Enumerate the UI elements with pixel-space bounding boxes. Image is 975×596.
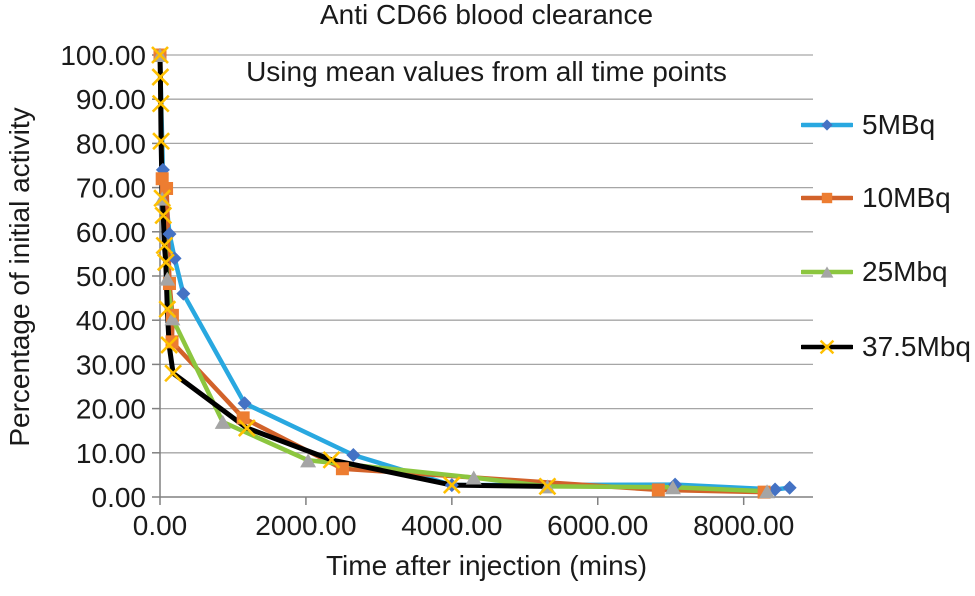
legend-swatch-line-triangle-icon [799,257,855,287]
y-tick-label: 50.00 [76,261,146,292]
legend-swatch-line-square-icon [799,183,855,213]
series-marker-37-5mbq [156,253,175,272]
series-marker-37-5mbq [164,364,183,383]
y-tick-label: 100.00 [60,40,146,71]
x-tick-label: 0.00 [133,510,188,541]
series-marker-37-5mbq [158,300,177,319]
legend-item-37-5mbq: 37.5Mbq [799,331,971,362]
series-marker-37-5mbq [151,94,170,113]
legend-label: 25Mbq [862,256,948,287]
chart-subtitle: Using mean values from all time points [246,56,727,87]
series-marker-25mbq [214,414,231,429]
y-tick-label: 40.00 [76,305,146,336]
series-line-10mbq [157,52,767,495]
y-tick-label: 30.00 [76,349,146,380]
y-tick-label: 70.00 [76,173,146,204]
series-marker-5mbq [176,286,191,301]
diamond-icon [821,119,833,131]
series-marker-37-5mbq [151,68,170,87]
series-marker-37-5mbq [151,46,169,64]
legend-item-25mbq: 25Mbq [799,256,948,287]
series-marker-37-5mbq [154,206,173,225]
legend-swatch-line-diamond-icon [799,110,855,140]
x-axis-title: Time after injection (mins) [325,550,648,581]
series-marker-37-5mbq [237,419,256,437]
legend-label: 10MBq [862,182,951,213]
series-marker-5mbq [162,227,177,242]
series-marker-25mbq [664,480,681,495]
series-marker-5mbq [167,251,182,266]
legend-label: 37.5Mbq [862,331,971,362]
series-line-37-5mbq [157,52,550,489]
series-marker-5mbq [237,396,252,411]
series-marker-10mbq [335,462,349,476]
square-icon [821,192,833,204]
legend-item-10mbq: 10MBq [799,182,951,213]
legend-label: 5MBq [862,109,936,140]
legend-item-5mbq: 5MBq [799,109,936,140]
series-marker-25mbq [164,311,181,326]
y-tick-label: 10.00 [76,438,146,469]
series-line-25mbq [157,52,770,494]
series-marker-25mbq [159,271,176,286]
series-marker-37-5mbq [442,476,461,494]
series-marker-37-5mbq [322,450,341,469]
legend-line-sample [799,119,855,131]
y-axis-title: Percentage of initial activity [4,107,35,447]
series-marker-37-5mbq [153,189,172,208]
series-marker-10mbq [651,483,665,497]
chart-title: Anti CD66 blood clearance [319,0,654,30]
x-tick-label: 8000.00 [693,510,794,541]
series-marker-5mbq [346,448,361,463]
series-marker-37-5mbq [538,477,557,496]
y-tick-label: 0.00 [92,482,147,513]
x-marker-icon [819,339,835,355]
series-marker-37-5mbq [152,132,171,151]
legend-line-sample [799,266,855,278]
series-marker-25mbq [465,470,482,485]
x-tick-label: 2000.00 [255,510,356,541]
y-tick-label: 90.00 [76,84,146,115]
triangle-icon [820,266,834,278]
series-marker-37-5mbq [155,236,174,255]
y-tick-label: 80.00 [76,128,146,159]
series-marker-25mbq [759,484,776,499]
y-tick-label: 60.00 [76,217,146,248]
x-tick-label: 4000.00 [401,510,502,541]
series-marker-5mbq [782,480,797,495]
legend-line-sample [799,339,855,355]
series-marker-37-5mbq [160,336,179,354]
legend-swatch-line-x-icon [799,332,855,362]
x-tick-label: 6000.00 [547,510,648,541]
series-marker-10mbq [236,411,250,425]
legend-line-sample [799,192,855,204]
series-marker-25mbq [300,453,317,468]
y-tick-label: 20.00 [76,394,146,425]
